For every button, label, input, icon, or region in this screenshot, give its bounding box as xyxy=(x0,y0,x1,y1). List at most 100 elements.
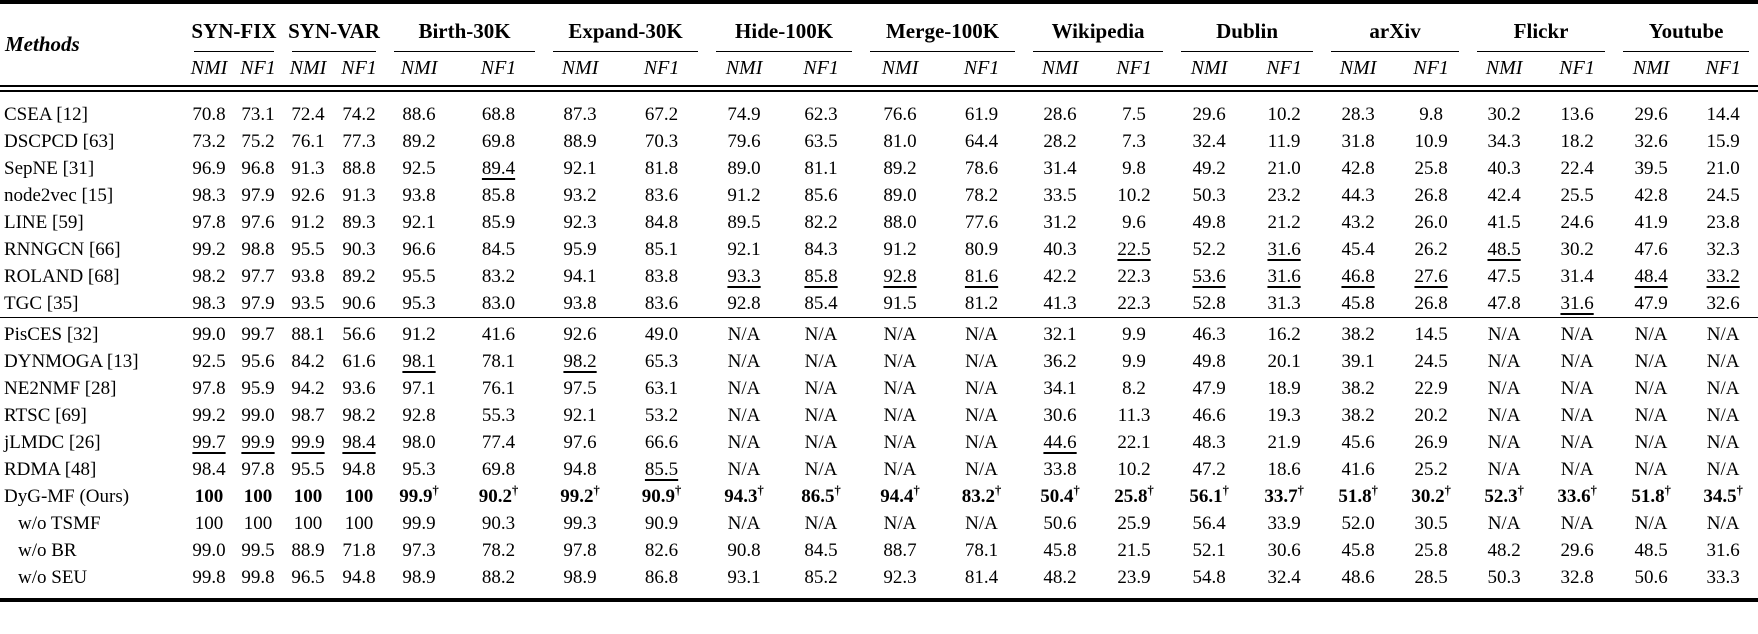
value-cell: 76.1 xyxy=(481,377,516,399)
value-cell: 93.5 xyxy=(291,292,325,314)
value-cell: 85.6 xyxy=(804,184,838,206)
subheader-nmi: NMI xyxy=(544,52,617,92)
value-cell: 98.4 xyxy=(333,429,385,456)
value-cell: 81.2 xyxy=(964,292,999,314)
value-cell: N/A xyxy=(1560,431,1594,453)
value-cell: 98.2 xyxy=(342,404,376,426)
value-cell: 55.3 xyxy=(481,404,516,426)
value-cell: N/A xyxy=(1487,431,1521,453)
value-cell: 34.1 xyxy=(1043,377,1077,399)
value-cell: 97.6 xyxy=(563,431,597,453)
dataset-header-expand-30k: Expand-30K xyxy=(544,2,707,52)
value-cell: 100 xyxy=(194,512,224,534)
value-cell: 97.7 xyxy=(241,265,275,287)
value-cell: 25.2 xyxy=(1414,458,1448,480)
value-cell: N/A xyxy=(1634,350,1668,372)
value-cell: 30.6 xyxy=(1267,539,1301,561)
subheader-nf1: NF1 xyxy=(939,52,1025,92)
value-cell: N/A xyxy=(1634,404,1668,426)
value-cell: N/A xyxy=(883,458,917,480)
value-cell: 97.8 xyxy=(563,539,597,561)
value-cell: 50.4† xyxy=(1024,483,1096,510)
value-text: 99.9 xyxy=(399,485,433,507)
value-cell: N/A xyxy=(727,377,761,399)
dagger-mark: † xyxy=(593,483,600,498)
value-cell: 31.8 xyxy=(1341,130,1375,152)
value-cell: 46.8 xyxy=(1322,263,1394,290)
subheader-nf1: NF1 xyxy=(233,52,284,92)
value-cell: 99.7 xyxy=(185,429,233,456)
value-cell: 99.3 xyxy=(563,512,597,534)
value-cell: 39.5 xyxy=(1634,157,1668,179)
value-cell: 22.3 xyxy=(1117,292,1151,314)
value-cell: 76.1 xyxy=(291,130,325,152)
value-cell: 99.0 xyxy=(241,404,275,426)
value-cell: 56.4 xyxy=(1192,512,1226,534)
value-cell: 31.4 xyxy=(1560,265,1594,287)
value-cell: 91.3 xyxy=(342,184,376,206)
value-cell: 43.2 xyxy=(1341,211,1375,233)
value-text: 27.6 xyxy=(1414,265,1448,287)
value-cell: 98.3 xyxy=(192,292,226,314)
value-cell: 69.8 xyxy=(481,130,516,152)
value-cell: 52.2 xyxy=(1192,238,1226,260)
value-cell: N/A xyxy=(939,317,1025,348)
value-cell: 99.9 xyxy=(233,429,283,456)
value-cell: 96.9 xyxy=(192,157,226,179)
value-cell: 68.8 xyxy=(481,103,516,125)
value-cell: 95.3 xyxy=(402,458,436,480)
value-text: 98.1 xyxy=(402,350,436,372)
value-cell: 20.2 xyxy=(1414,404,1448,426)
method-cell: jLMDC [26] xyxy=(4,431,101,453)
dagger-mark: † xyxy=(1517,483,1524,498)
value-cell: 82.6 xyxy=(644,539,679,561)
value-cell: 81.4 xyxy=(964,566,999,588)
method-cell: node2vec [15] xyxy=(4,184,114,206)
dagger-mark: † xyxy=(1590,483,1597,498)
value-cell: 9.9 xyxy=(1122,350,1146,372)
value-cell: 95.6 xyxy=(241,350,275,372)
value-cell: 79.6 xyxy=(727,130,761,152)
value-cell: 45.8 xyxy=(1341,292,1375,314)
value-cell: N/A xyxy=(1468,317,1541,348)
value-cell: 100 xyxy=(243,512,273,534)
dagger-mark: † xyxy=(1147,483,1154,498)
value-cell: 66.6 xyxy=(644,431,679,453)
value-cell: 32.6 xyxy=(1706,292,1740,314)
value-cell: 89.2 xyxy=(883,157,917,179)
value-cell: 95.9 xyxy=(241,377,275,399)
value-cell: 54.8 xyxy=(1192,566,1226,588)
value-cell: 90.9 xyxy=(644,512,679,534)
value-cell: 21.9 xyxy=(1267,431,1301,453)
value-cell: 53.6 xyxy=(1172,263,1246,290)
subheader-nmi: NMI xyxy=(385,52,454,92)
value-cell: 15.9 xyxy=(1706,130,1740,152)
value-cell: 92.1 xyxy=(727,238,761,260)
value-cell: N/A xyxy=(727,458,761,480)
value-cell: 95.3 xyxy=(402,292,436,314)
value-text: 98.4 xyxy=(342,431,376,453)
value-cell: 41.9 xyxy=(1634,211,1668,233)
value-cell: N/A xyxy=(1487,377,1521,399)
method-cell: SepNE [31] xyxy=(4,157,95,179)
value-cell: 95.5 xyxy=(291,238,325,260)
value-cell: N/A xyxy=(1706,404,1740,426)
value-cell: 98.9 xyxy=(563,566,597,588)
value-cell: 24.6 xyxy=(1560,211,1594,233)
value-cell: 31.6 xyxy=(1246,263,1322,290)
value-cell: 98.4 xyxy=(192,458,226,480)
value-cell: 93.1 xyxy=(727,566,761,588)
value-cell: 88.1 xyxy=(283,317,334,348)
value-cell: 91.2 xyxy=(291,211,325,233)
value-cell: 32.4 xyxy=(1267,566,1301,588)
value-cell: N/A xyxy=(883,404,917,426)
value-text: 93.3 xyxy=(727,265,761,287)
dagger-mark: † xyxy=(1222,483,1229,498)
value-cell: 14.4 xyxy=(1706,103,1740,125)
value-cell: 83.6 xyxy=(644,184,679,206)
value-cell: 78.1 xyxy=(481,350,516,372)
value-cell: 27.6 xyxy=(1394,263,1468,290)
value-cell: 9.9 xyxy=(1096,317,1173,348)
value-cell: 98.2 xyxy=(192,265,226,287)
value-cell: 90.6 xyxy=(342,292,376,314)
